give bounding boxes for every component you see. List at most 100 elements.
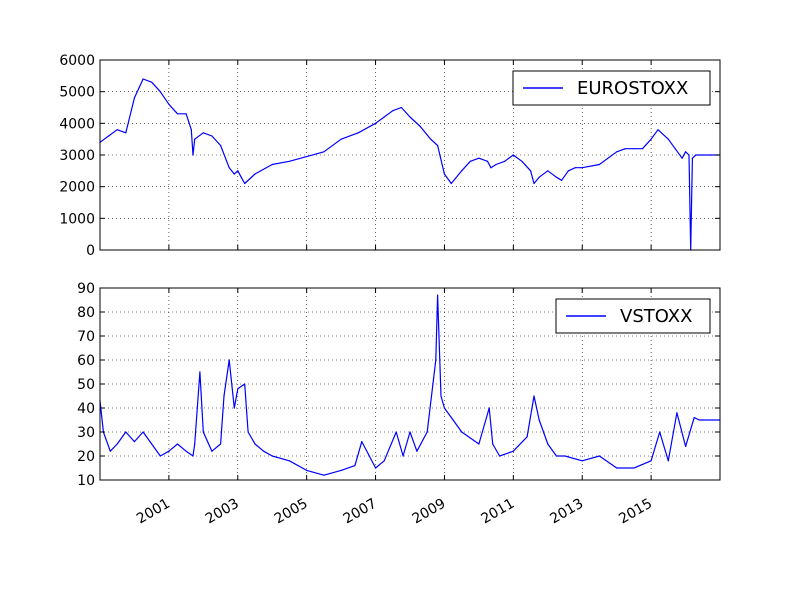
bottom-data-point — [228, 359, 230, 361]
top-data-point — [233, 173, 235, 175]
bottom-data-point — [361, 441, 363, 443]
top-data-point — [240, 176, 242, 178]
top-data-point — [357, 132, 359, 134]
top-data-point — [168, 103, 170, 105]
top-data-point — [271, 163, 273, 166]
top-data-point — [125, 132, 127, 134]
bottom-data-point — [555, 455, 558, 457]
bottom-data-point — [693, 417, 695, 419]
bottom-data-point — [288, 460, 290, 462]
top-data-point — [450, 182, 452, 185]
bottom-data-point — [685, 445, 687, 447]
bottom-data-point — [698, 419, 700, 421]
top-lines — [99, 78, 721, 251]
bottom-y-tick-label: 30 — [77, 425, 95, 441]
top-data-point — [340, 138, 342, 140]
bottom-data-point — [702, 419, 704, 421]
top-data-point — [151, 81, 153, 83]
bottom-y-tick-label: 80 — [77, 305, 95, 321]
top-data-point — [657, 129, 659, 131]
top-data-point — [598, 163, 601, 166]
top-legend: EUROSTOXX — [512, 70, 711, 106]
bottom-data-point — [499, 455, 501, 457]
top-data-point — [142, 78, 144, 80]
bottom-data-point — [142, 431, 144, 433]
bottom-data-point — [533, 395, 535, 397]
top-data-point — [512, 154, 514, 156]
bottom-data-point — [192, 455, 194, 457]
top-data-point — [194, 138, 196, 140]
bottom-data-point — [202, 431, 204, 433]
bottom-data-point — [220, 443, 222, 445]
bottom-data-point — [306, 469, 308, 471]
top-data-point — [486, 160, 489, 162]
top-data-point — [533, 182, 535, 185]
top-data-point — [695, 154, 697, 156]
top-data-point — [530, 170, 532, 172]
bottom-data-point — [440, 395, 442, 397]
bottom-data-point — [247, 431, 249, 433]
top-y-tick-label: 5000 — [59, 85, 95, 101]
top-y-tick-label: 3000 — [59, 148, 95, 164]
top-y-tick-label: 4000 — [59, 116, 95, 132]
top-data-point — [624, 148, 626, 150]
top-data-point — [616, 151, 618, 153]
top-data-point — [547, 170, 549, 172]
bottom-data-point — [263, 450, 265, 452]
bottom-data-point — [650, 460, 652, 462]
top-data-point — [202, 132, 204, 134]
bottom-data-point — [512, 450, 514, 452]
top-data-point — [650, 138, 652, 140]
bottom-data-point — [416, 450, 418, 452]
bottom-y-tick-label: 10 — [77, 473, 95, 489]
bottom-data-point — [478, 443, 480, 445]
bottom-data-point — [488, 407, 490, 409]
top-data-point — [685, 151, 687, 153]
bottom-data-point — [452, 419, 454, 421]
top-legend-label: EUROSTOXX — [577, 78, 688, 99]
top-data-point — [383, 116, 385, 118]
bottom-data-point — [185, 450, 187, 452]
bottom-data-point — [395, 431, 397, 433]
bottom-data-point — [667, 460, 669, 462]
bottom-data-point — [159, 455, 161, 457]
top-data-point — [190, 129, 192, 131]
top-data-point — [323, 151, 325, 153]
bottom-data-point — [194, 443, 196, 445]
top-data-point — [521, 160, 523, 162]
bottom-data-point — [437, 294, 439, 296]
top-data-point — [688, 154, 690, 156]
bottom-y-tick-label: 60 — [77, 353, 95, 369]
top-data-point — [133, 97, 135, 99]
top-data-point — [419, 125, 421, 128]
top-data-point — [430, 138, 432, 140]
bottom-data-point — [564, 455, 566, 457]
bottom-data-point — [323, 474, 325, 476]
top-data-point — [306, 156, 308, 158]
top-data-point — [674, 148, 676, 150]
bottom-y-tick-label: 70 — [77, 329, 95, 345]
bottom-data-point — [676, 412, 678, 414]
top-data-point — [478, 157, 480, 159]
top-data-point — [116, 129, 118, 131]
bottom-y-tick-label: 90 — [77, 281, 95, 297]
top-data-point — [192, 154, 194, 156]
bottom-data-point — [538, 419, 540, 421]
top-data-point — [400, 106, 402, 109]
bottom-series-line — [99, 294, 720, 476]
bottom-legend: VSTOXX — [555, 298, 711, 334]
top-data-point — [443, 173, 445, 175]
bottom-data-point — [581, 460, 583, 462]
bottom-legend-label: VSTOXX — [620, 306, 692, 327]
bottom-data-point — [244, 383, 246, 385]
bottom-data-point — [598, 455, 601, 457]
bottom-data-point — [443, 407, 445, 409]
bottom-data-point — [633, 467, 635, 469]
top-data-point — [567, 170, 570, 172]
top-data-point — [710, 154, 713, 156]
top-data-point — [237, 170, 239, 172]
top-data-point — [538, 176, 540, 178]
bottom-data-point — [199, 371, 201, 373]
top-data-point — [490, 167, 492, 169]
